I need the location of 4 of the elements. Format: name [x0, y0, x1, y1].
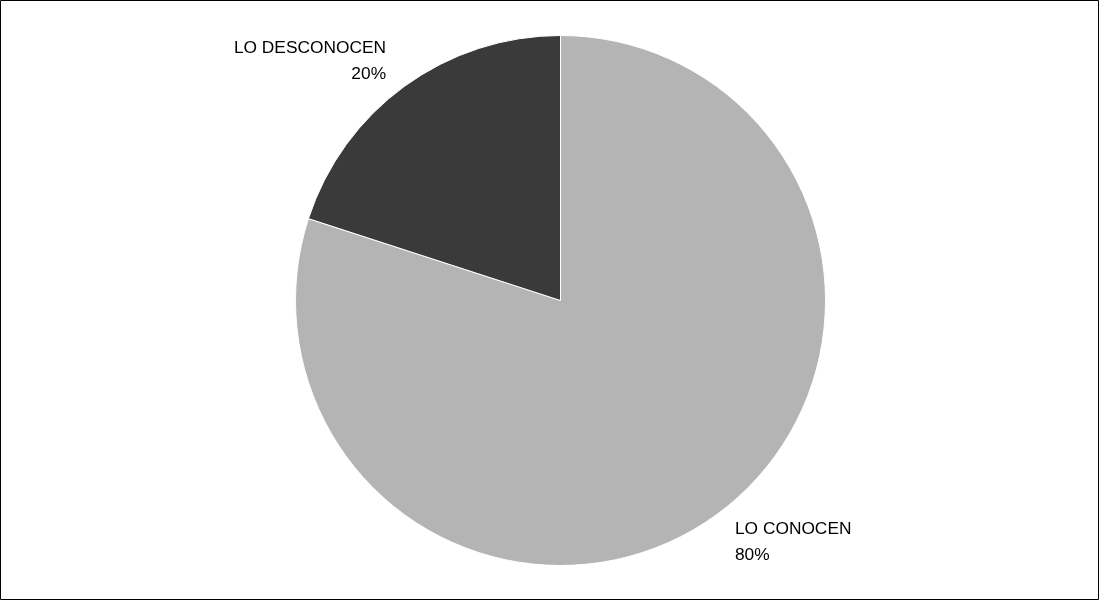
- data-label: 20%: [351, 63, 387, 84]
- slice-label: LO CONOCEN: [734, 517, 852, 538]
- slice-label: LO DESCONOCEN: [233, 37, 387, 58]
- data-label: 80%: [734, 543, 770, 564]
